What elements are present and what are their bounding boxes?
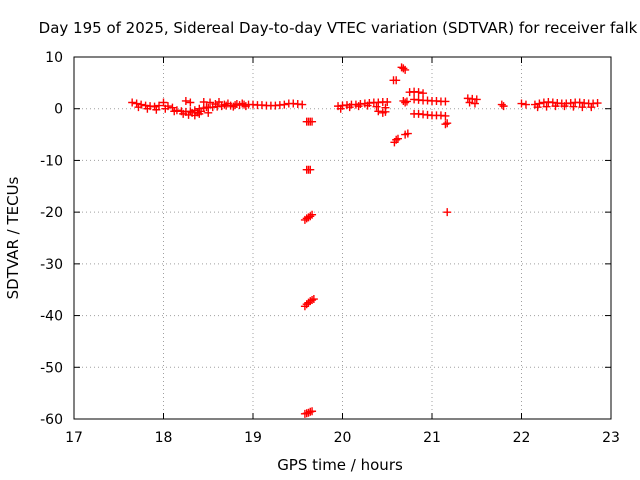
data-point [143,104,152,113]
data-point [593,99,602,108]
data-point [308,117,317,126]
data-point [304,408,313,417]
y-tick-label: -10 [40,153,63,169]
data-point [381,107,390,116]
data-point [465,98,474,107]
data-point [542,102,551,111]
data-point [170,107,179,116]
data-point [199,97,208,106]
data-point [402,97,411,106]
data-point [354,102,363,111]
data-point [551,102,560,111]
data-point [393,134,402,143]
data-point [306,165,315,174]
grid-lines [74,57,611,419]
y-axis-label: SDTVAR / TECUs [4,176,22,299]
data-point [441,97,450,106]
data-point [587,103,596,112]
data-point [403,129,412,138]
data-point [372,102,381,111]
x-axis-label: GPS time / hours [277,456,403,474]
data-point [168,103,177,112]
data-point [298,100,307,109]
data-point [533,103,542,112]
data-point [195,109,204,118]
x-tick-label: 19 [244,430,262,446]
data-point [204,108,213,117]
data-point [241,102,250,111]
x-tick-label: 17 [65,430,83,446]
data-point [179,109,188,118]
data-point [535,99,544,108]
y-tick-label: -60 [40,412,63,428]
data-point [521,100,530,109]
data-point [308,407,317,416]
data-point [472,95,481,104]
data-point [399,64,408,73]
axis-ticks: 17 18 19 20 21 22 23 10 0 -10 -20 -30 -40 -50 -60 [40,50,620,446]
y-tick-label: 10 [45,50,63,66]
data-point [560,102,569,111]
data-point [401,98,410,107]
data-point [392,76,401,85]
y-tick-label: -40 [40,309,63,325]
x-tick-label: 21 [423,430,441,446]
data-point [383,97,392,106]
data-point [578,103,587,112]
x-tick-label: 23 [602,430,620,446]
x-tick-label: 22 [513,430,531,446]
y-tick-label: -20 [40,205,63,221]
data-point [161,104,170,113]
data-point [414,88,423,97]
data-point [155,101,164,110]
data-point [128,98,137,107]
data-point [363,101,372,110]
data-point [374,107,383,116]
x-tick-label: 20 [334,430,352,446]
data-point [497,100,506,109]
data-point [517,99,526,108]
data-point [441,120,450,129]
data-point [470,99,479,108]
data-point [336,104,345,113]
data-point [302,214,311,223]
data-point [306,212,315,221]
data-point [223,99,232,108]
data-point [186,98,195,107]
y-tick-label: -30 [40,257,63,273]
data-point [214,97,223,106]
data-point [186,107,195,116]
data-point [159,98,168,107]
data-point [443,208,452,217]
chart-title: Day 195 of 2025, Sidereal Day-to-day VTE… [39,19,638,37]
data-point [441,111,450,120]
y-tick-label: -50 [40,360,63,376]
data-points [128,63,602,418]
y-tick-label: 0 [54,102,63,118]
x-tick-label: 18 [155,430,173,446]
data-point [220,100,229,109]
data-point [345,103,354,112]
data-point [401,65,410,74]
data-point [132,99,141,108]
data-point [280,100,289,109]
data-point [134,103,143,112]
data-point [308,296,317,305]
data-point [499,102,508,111]
data-point [190,111,199,120]
data-point [392,135,401,144]
data-point [569,102,578,111]
data-point [152,105,161,114]
data-point [308,210,317,219]
data-point [443,119,452,128]
data-point [419,89,428,98]
data-point [300,302,309,311]
plot-frame [73,56,612,420]
data-point [309,295,318,304]
data-point [202,103,211,112]
data-point [181,96,190,105]
